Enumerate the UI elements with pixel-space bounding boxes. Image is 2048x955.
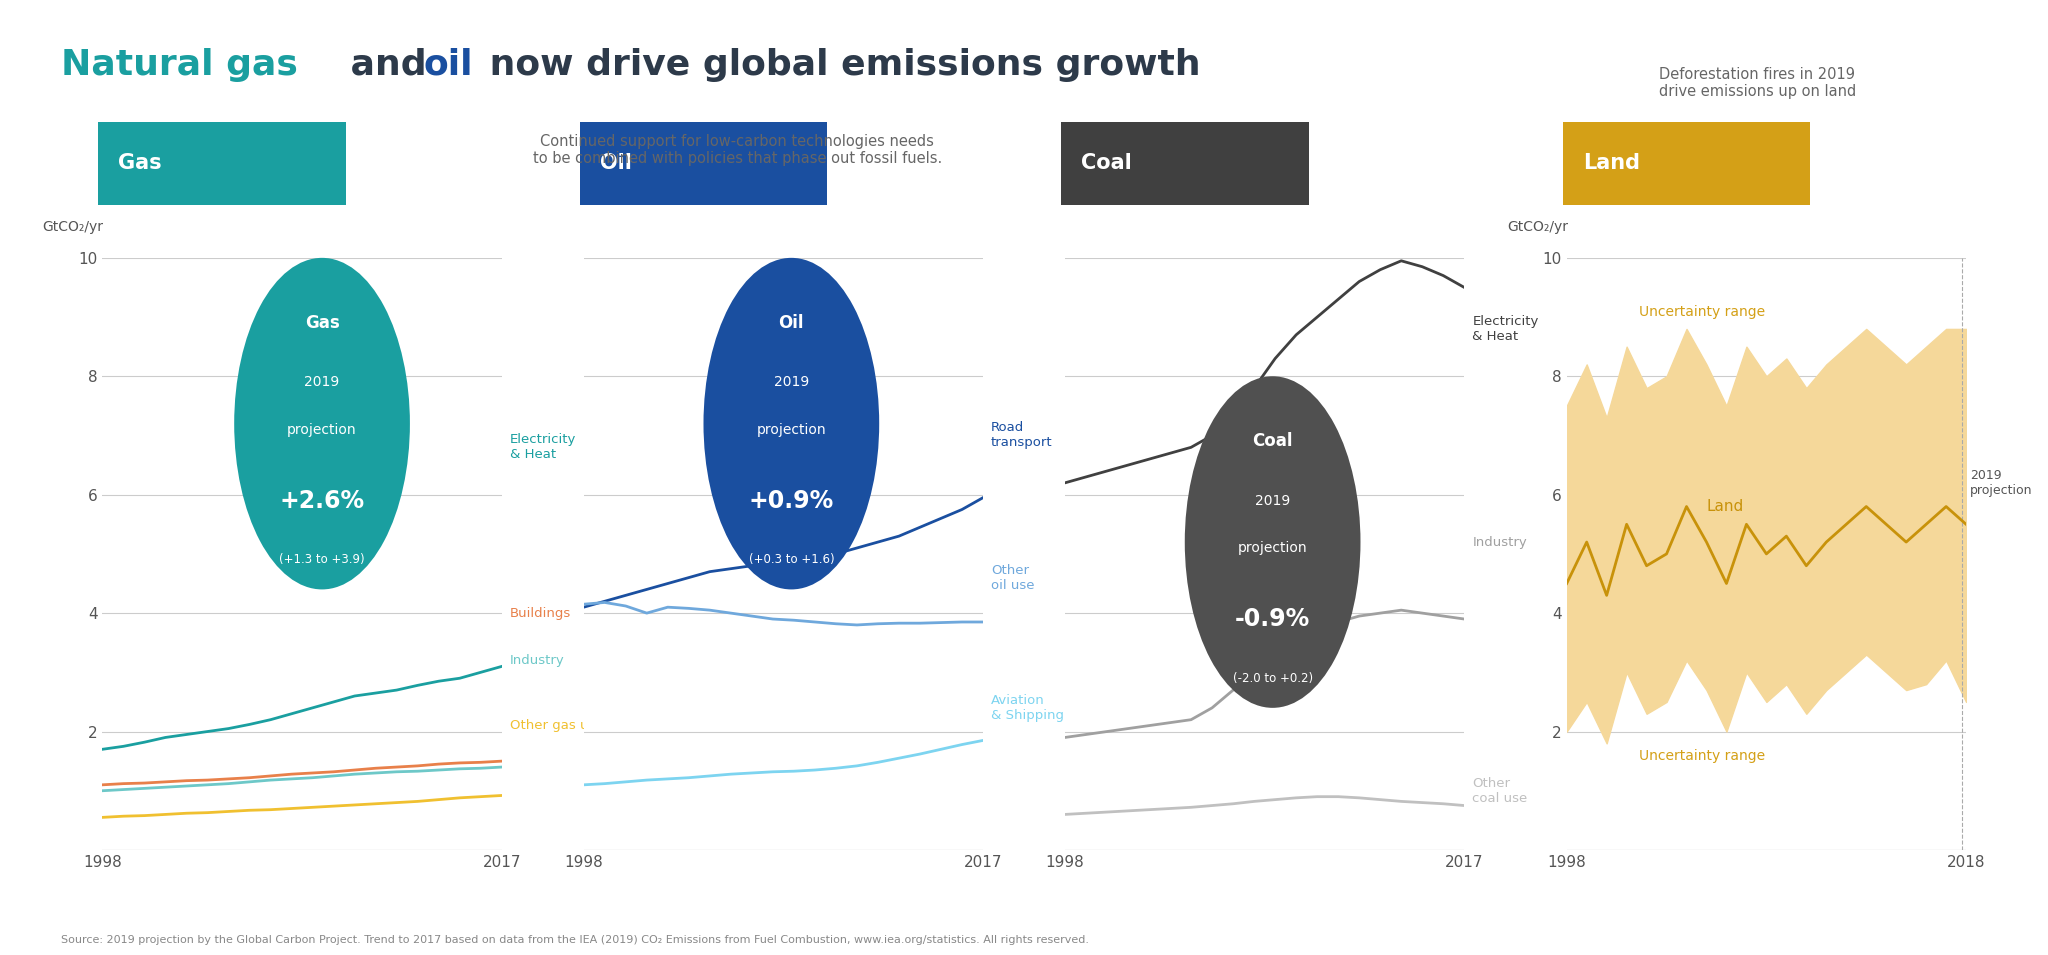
Text: +0.9%: +0.9% <box>750 489 834 513</box>
Text: 2019: 2019 <box>774 375 809 390</box>
Text: Other
oil use: Other oil use <box>991 563 1034 591</box>
Text: Oil: Oil <box>600 153 631 173</box>
Ellipse shape <box>233 258 410 589</box>
FancyBboxPatch shape <box>1061 121 1309 204</box>
Ellipse shape <box>705 258 879 589</box>
Text: -0.9%: -0.9% <box>1235 607 1311 631</box>
Text: GtCO₂/yr: GtCO₂/yr <box>43 221 104 234</box>
Text: Oil: Oil <box>778 314 805 332</box>
Text: (-2.0 to +0.2): (-2.0 to +0.2) <box>1233 671 1313 685</box>
Text: projection: projection <box>1237 541 1307 555</box>
Text: Aviation
& Shipping: Aviation & Shipping <box>991 694 1065 722</box>
Text: Electricity
& Heat: Electricity & Heat <box>510 434 575 461</box>
Text: Coal: Coal <box>1253 433 1292 451</box>
Text: +2.6%: +2.6% <box>279 489 365 513</box>
Text: Gas: Gas <box>119 153 162 173</box>
Text: Source: 2019 projection by the Global Carbon Project. Trend to 2017 based on dat: Source: 2019 projection by the Global Ca… <box>61 936 1090 945</box>
Text: Buildings: Buildings <box>510 606 571 620</box>
Text: Natural gas: Natural gas <box>61 48 299 82</box>
Text: Uncertainty range: Uncertainty range <box>1638 306 1765 319</box>
Text: now drive global emissions growth: now drive global emissions growth <box>477 48 1200 82</box>
Text: oil: oil <box>424 48 473 82</box>
Text: GtCO₂/yr: GtCO₂/yr <box>1507 221 1569 234</box>
Text: Deforestation fires in 2019
drive emissions up on land: Deforestation fires in 2019 drive emissi… <box>1659 67 1855 99</box>
Text: Continued support for low-carbon technologies needs
to be combined with policies: Continued support for low-carbon technol… <box>532 134 942 166</box>
Text: 2019: 2019 <box>305 375 340 390</box>
Text: Other gas use: Other gas use <box>510 719 604 732</box>
Text: Industry: Industry <box>1473 536 1528 548</box>
Text: Industry: Industry <box>510 654 565 667</box>
Text: Uncertainty range: Uncertainty range <box>1638 750 1765 763</box>
Ellipse shape <box>1184 376 1360 708</box>
Text: Land: Land <box>1583 153 1640 173</box>
Text: Road
transport: Road transport <box>991 421 1053 450</box>
Text: Electricity
& Heat: Electricity & Heat <box>1473 315 1538 343</box>
Text: and: and <box>338 48 438 82</box>
Text: (+1.3 to +3.9): (+1.3 to +3.9) <box>279 553 365 566</box>
FancyBboxPatch shape <box>98 121 346 204</box>
Text: 2019
projection: 2019 projection <box>1970 469 2032 497</box>
Text: projection: projection <box>287 422 356 436</box>
Text: Other
coal use: Other coal use <box>1473 776 1528 805</box>
Text: 2019: 2019 <box>1255 494 1290 508</box>
FancyBboxPatch shape <box>1563 121 1810 204</box>
Text: Gas: Gas <box>305 314 340 332</box>
Text: projection: projection <box>756 422 825 436</box>
Text: Land: Land <box>1706 499 1743 514</box>
Text: Coal: Coal <box>1081 153 1133 173</box>
Text: (+0.3 to +1.6): (+0.3 to +1.6) <box>748 553 834 566</box>
FancyBboxPatch shape <box>580 121 827 204</box>
